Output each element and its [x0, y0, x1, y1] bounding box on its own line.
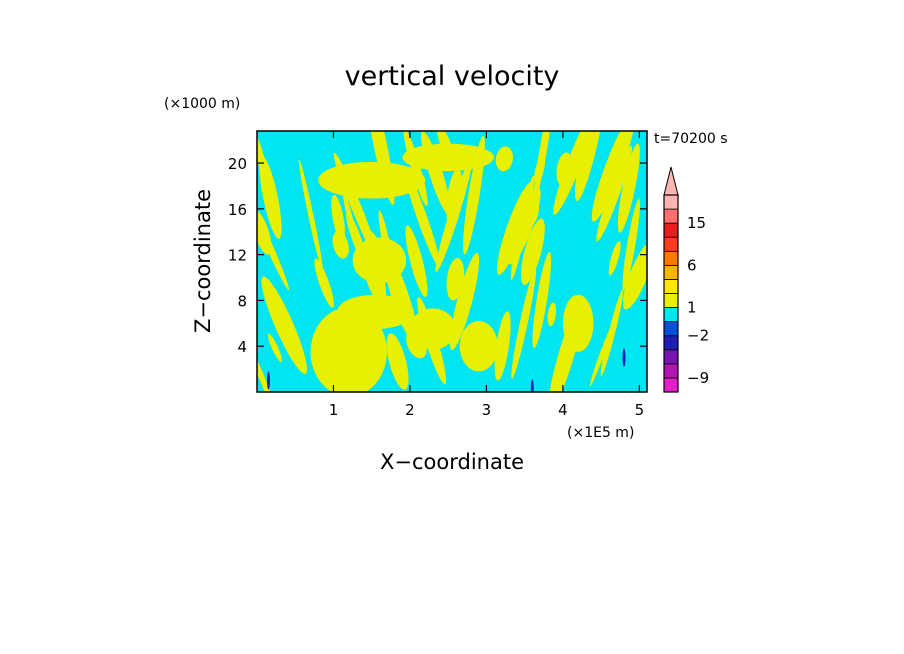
x-tick-label: 5: [635, 401, 645, 419]
x-axis-label: X−coordinate: [380, 450, 524, 474]
x-unit-label: (×1E5 m): [567, 425, 634, 441]
positive-band: [520, 218, 545, 285]
positive-band: [591, 131, 635, 222]
positive-band: [553, 131, 598, 215]
positive-band: [298, 158, 323, 272]
positive-band: [406, 328, 427, 359]
colorbar-segment: [663, 307, 679, 323]
positive-band: [363, 251, 387, 304]
positive-band: [257, 180, 290, 291]
colorbar-segment: [663, 377, 679, 393]
colorbar-segment: [663, 222, 679, 238]
x-tick-label: 2: [405, 401, 415, 419]
positive-band: [404, 170, 441, 268]
y-tick-label: 4: [237, 338, 247, 356]
positive-band: [622, 198, 640, 291]
positive-band: [463, 135, 485, 255]
positive-band: [600, 289, 624, 376]
positive-band: [496, 182, 534, 275]
colorbar-segment: [663, 264, 679, 280]
y-unit-label: (×1000 m): [164, 96, 240, 112]
positive-band: [533, 131, 553, 203]
colorbar-extend-arrow: [663, 166, 679, 196]
colorbar-tick-label: 1: [687, 299, 697, 317]
y-tick-label: 20: [228, 155, 247, 173]
colorbar-tick-label: 6: [687, 256, 697, 274]
positive-band: [267, 333, 283, 363]
colorbar-segment: [663, 208, 679, 224]
negative-spot: [622, 348, 626, 367]
positive-band: [364, 229, 386, 271]
positive-band: [574, 131, 606, 202]
positive-band: [257, 348, 276, 392]
y-tick-label: 12: [228, 247, 247, 265]
y-tick-label: 8: [237, 292, 247, 310]
colorbar-segment: [663, 335, 679, 351]
positive-band: [259, 155, 282, 239]
positive-band: [331, 194, 345, 242]
positive-band: [365, 131, 395, 205]
y-tick-label: 16: [228, 201, 247, 219]
y-axis: 4 8 12 16 20: [228, 155, 647, 356]
x-tick-label: 4: [558, 401, 568, 419]
positive-band: [608, 241, 621, 276]
positive-band: [316, 337, 336, 387]
x-tick-label: 1: [329, 401, 339, 419]
colorbar-segment: [663, 236, 679, 252]
positive-band: [547, 302, 557, 327]
positive-band: [314, 258, 334, 308]
field-layer: [257, 131, 647, 392]
positive-band: [494, 311, 511, 381]
colorbar-segment: [663, 279, 679, 294]
colorbar-segment: [663, 349, 679, 365]
colorbar-segment: [663, 194, 679, 210]
positive-band: [617, 143, 640, 233]
colorbar: 15 6 1 −2 −9: [663, 166, 709, 393]
positive-band: [417, 296, 447, 385]
chart-title: vertical velocity: [345, 61, 560, 92]
positive-band: [532, 251, 552, 349]
y-axis-label: Z−coordinate: [191, 189, 215, 333]
positive-region: [459, 321, 498, 372]
plot-frame: [256, 130, 648, 393]
colorbar-tick-label: −9: [687, 369, 709, 387]
positive-band: [403, 131, 428, 206]
positive-band: [596, 145, 632, 242]
positive-band: [446, 168, 463, 229]
colorbar-segment: [663, 321, 679, 337]
positive-band: [342, 189, 360, 255]
x-axis: 1 2 3 4 5: [329, 131, 644, 419]
positive-band: [261, 276, 308, 374]
positive-band: [511, 267, 537, 379]
colorbar-segment: [663, 250, 679, 266]
negative-spot: [530, 379, 534, 392]
colorbar-frame: [663, 194, 679, 393]
positive-band: [495, 146, 513, 172]
positive-band: [405, 225, 428, 297]
colorbar-tick-label: 15: [687, 214, 706, 232]
colorbar-tick-label: −2: [687, 327, 709, 345]
positive-band: [437, 131, 452, 157]
plot-area: [257, 131, 647, 392]
positive-band: [332, 231, 349, 259]
positive-band: [421, 131, 451, 216]
negative-spot: [266, 371, 270, 390]
x-tick-label: 3: [482, 401, 492, 419]
positive-band: [446, 257, 465, 301]
positive-band: [449, 252, 480, 350]
colorbar-segment: [663, 293, 679, 308]
positive-band: [548, 299, 585, 392]
positive-band: [386, 333, 409, 390]
colorbar-segment: [663, 363, 679, 379]
positive-band: [378, 210, 398, 295]
time-label: t=70200 s: [654, 131, 728, 147]
